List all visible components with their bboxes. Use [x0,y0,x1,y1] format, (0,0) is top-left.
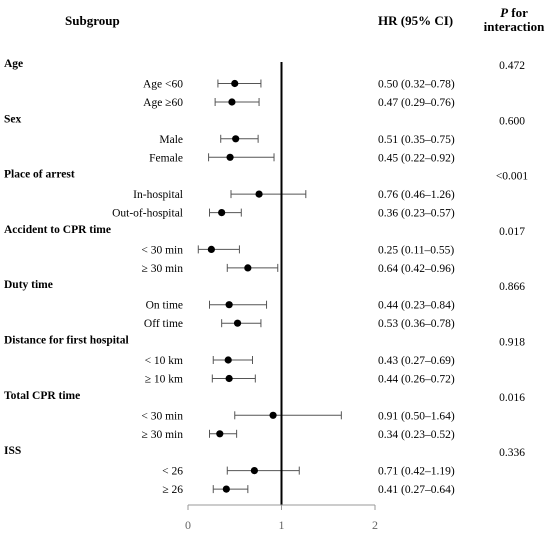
row-label: ≥ 30 min [142,263,184,275]
hr-point [232,135,240,143]
row-label: In-hospital [133,189,183,201]
p-value: 0.472 [499,60,525,72]
p-symbol: P [500,5,509,20]
hr-ci-text: 0.36 (0.23–0.57) [378,208,455,220]
hr-ci-text: 0.44 (0.26–0.72) [378,374,455,386]
p-value: 0.866 [499,281,525,293]
subgroup-header: Subgroup [65,13,120,28]
hr-point [228,98,236,106]
group-label: Place of arrest [4,169,75,181]
hr-point [250,467,258,475]
row-label: < 26 [162,466,183,478]
x-tick-label: 0 [185,518,191,532]
p-interaction-header-line2: interaction [484,19,545,34]
hr-point [218,209,226,217]
p-value: 0.918 [499,337,525,349]
hr-ci-text: 0.50 (0.32–0.78) [378,79,455,91]
row-label: ≥ 30 min [142,429,184,441]
hr-ci-header: HR (95% CI) [378,13,453,28]
p-value: <0.001 [496,171,529,183]
row-label: < 30 min [141,410,183,422]
hr-ci-text: 0.76 (0.46–1.26) [378,189,455,201]
hr-point [244,264,252,272]
row-label: On time [146,300,183,312]
hr-ci-text: 0.51 (0.35–0.75) [378,134,455,146]
row-label: Age <60 [143,79,183,91]
row-label: Female [149,152,183,164]
hr-ci-text: 0.71 (0.42–1.19) [378,466,455,478]
x-axis: 0 1 2 [185,62,378,532]
p-value: 0.017 [499,226,525,238]
hr-point [231,79,239,88]
group-label: Age [4,58,23,70]
p-interaction-header-line1: P for [500,5,528,20]
hr-ci-text: 0.34 (0.23–0.52) [378,429,455,441]
group-label: ISS [4,445,21,457]
hr-point [226,153,234,161]
hr-ci-text: 0.64 (0.42–0.96) [378,263,455,275]
hr-ci-text: 0.25 (0.11–0.55) [378,244,454,256]
hr-point [225,301,233,309]
p-for: for [508,5,528,20]
group-label: Distance for first hospital [4,335,129,347]
x-tick-label: 2 [372,518,378,532]
row-label: Out-of-hospital [112,208,183,220]
group-label: Accident to CPR time [4,224,111,236]
hr-ci-text: 0.91 (0.50–1.64) [378,410,455,422]
p-value: 0.336 [499,447,525,459]
hr-ci-text: 0.45 (0.22–0.92) [378,152,455,164]
row-label: Off time [144,318,183,330]
group-label: Duty time [4,279,53,291]
row-label: ≥ 26 [162,484,183,496]
forest-rows: Age 0.472 Age <60 0.50 (0.32–0.78) Age ≥60 0.… [4,58,528,496]
row-label: < 10 km [145,355,183,367]
hr-point [225,374,233,383]
row-label: ≥ 10 km [145,374,183,386]
hr-ci-text: 0.43 (0.27–0.69) [378,355,455,367]
row-label: Age ≥60 [143,97,183,109]
hr-ci-text: 0.41 (0.27–0.64) [378,484,455,496]
row-label: < 30 min [141,244,183,256]
hr-point [269,411,277,419]
p-value: 0.016 [499,392,525,404]
hr-point [216,430,224,438]
hr-ci-text: 0.47 (0.29–0.76) [378,97,455,109]
hr-point [222,485,230,493]
hr-point [207,245,215,253]
row-label: Male [159,134,183,146]
x-tick-label: 1 [279,518,285,532]
group-label: Total CPR time [4,390,80,402]
group-label: Sex [4,113,22,125]
hr-ci-text: 0.44 (0.23–0.84) [378,300,455,312]
hr-point [255,190,263,198]
hr-point [233,319,242,327]
p-value: 0.600 [499,115,525,127]
hr-ci-text: 0.53 (0.36–0.78) [378,318,455,330]
hr-point [224,356,232,364]
